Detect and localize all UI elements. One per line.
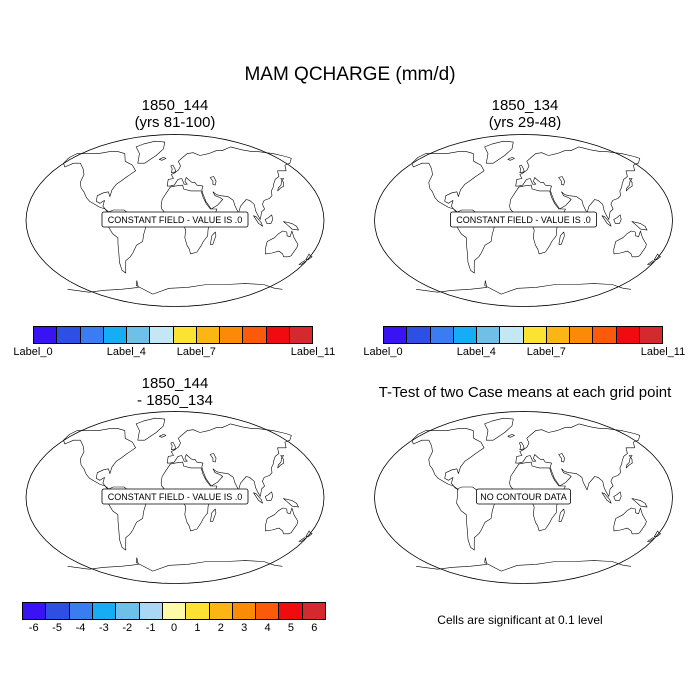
colorbar-swatch	[384, 327, 408, 343]
colorbar-swatch	[186, 603, 210, 619]
colorbar-swatch	[570, 327, 594, 343]
colorbar-swatch	[546, 327, 570, 343]
colorbar-tick-label: Label_4	[106, 346, 146, 358]
colorbar-tick-label: Label_7	[176, 346, 216, 358]
panel-3-title-line1: 1850_144	[141, 375, 209, 392]
map-panel-2: CONSTANT FIELD - VALUE IS .0	[374, 134, 673, 307]
colorbar-tick-label: -5	[52, 622, 62, 634]
colorbar-tick-label: Label_11	[290, 346, 336, 358]
panel-2-title: 1850_134 (yrs 29-48)	[375, 97, 675, 131]
colorbar-swatch	[302, 603, 326, 619]
colorbar-swatch	[453, 327, 477, 343]
panel-3-title-line2: - 1850_134	[137, 392, 213, 409]
colorbar-tick-label: Label_4	[456, 346, 496, 358]
colorbar-tick-label: -3	[98, 622, 109, 634]
colorbar-panel-1	[33, 326, 313, 344]
constant-field-box	[450, 211, 597, 228]
panel-1-title-line2: (yrs 81-100)	[134, 114, 216, 131]
map-panel-1: CONSTANT FIELD - VALUE IS .0	[25, 134, 325, 307]
coastlines	[411, 140, 661, 295]
colorbar-swatch	[162, 603, 187, 619]
colorbar-swatch	[266, 327, 290, 343]
colorbar-panel-2	[383, 326, 663, 344]
colorbar-swatch	[127, 327, 151, 343]
colorbar-swatch	[209, 603, 233, 619]
colorbar-tick-label: 1	[194, 622, 201, 634]
colorbar-tick-label: Label_7	[526, 346, 566, 358]
colorbar-tick-label: Label_0	[363, 346, 403, 358]
panel-1-title: 1850_144 (yrs 81-100)	[25, 97, 325, 131]
panel-3-title: 1850_144 - 1850_134	[25, 375, 325, 409]
coastlines	[63, 417, 313, 572]
colorbar-tick-label: -2	[122, 622, 133, 634]
constant-field-box	[101, 488, 249, 505]
figure-title: MAM QCHARGE (mm/d)	[244, 64, 456, 85]
colorbar-swatch	[196, 327, 220, 343]
colorbar-swatch	[639, 327, 662, 343]
colorbar-tick-label: Label_11	[640, 346, 686, 358]
colorbar-swatch	[34, 327, 58, 343]
colorbar-swatch	[430, 327, 454, 343]
colorbar-swatch	[103, 327, 127, 343]
map-panel-3: CONSTANT FIELD - VALUE IS .0	[25, 411, 325, 584]
panel-1-title-line1: 1850_144	[141, 97, 209, 114]
colorbar-swatch	[116, 603, 140, 619]
colorbar-swatch	[500, 327, 524, 343]
colorbar-tick-label: -1	[145, 622, 156, 634]
colorbar-swatch	[173, 327, 197, 343]
significance-note: Cells are significant at 0.1 level	[437, 613, 603, 627]
colorbar-swatch	[232, 603, 257, 619]
colorbar-swatch	[220, 327, 244, 343]
colorbar-tick-label: Label_0	[13, 346, 53, 358]
colorbar-swatch	[92, 603, 117, 619]
constant-field-label: CONSTANT FIELD - VALUE IS .0	[108, 492, 243, 502]
no-contour-label: NO CONTOUR DATA	[480, 492, 567, 502]
colorbar-swatch	[289, 327, 312, 343]
colorbar-tick-label: 0	[170, 622, 178, 634]
panel-4-title-line1: T-Test of two Case means at each grid po…	[378, 384, 672, 401]
map-panel-4: NO CONTOUR DATA	[374, 411, 673, 584]
panel-2-title-line1: 1850_134	[491, 97, 559, 114]
coastlines	[63, 140, 313, 295]
colorbar-swatch	[69, 603, 93, 619]
colorbar-swatch	[46, 603, 70, 619]
no-contour-box	[476, 488, 571, 505]
colorbar-swatch	[523, 327, 547, 343]
colorbar-swatch	[407, 327, 431, 343]
colorbar-tick-label: 4	[264, 622, 271, 634]
colorbar-tick-label: 3	[241, 622, 248, 634]
colorbar-swatch	[243, 327, 267, 343]
colorbar-tick-label: 5	[287, 622, 294, 634]
panel-4-title: T-Test of two Case means at each grid po…	[350, 384, 700, 401]
colorbar-swatch	[57, 327, 81, 343]
colorbar-tick-label: -6	[28, 622, 39, 634]
colorbar-swatch	[616, 327, 640, 343]
colorbar-swatch	[150, 327, 174, 343]
constant-field-label: CONSTANT FIELD - VALUE IS .0	[108, 215, 243, 225]
colorbar-swatch	[593, 327, 617, 343]
colorbar-tick-label: 2	[217, 622, 224, 634]
colorbar-tick-label: 6	[311, 622, 318, 634]
colorbar-tick-label: -4	[75, 622, 86, 634]
colorbar-swatch	[477, 327, 501, 343]
colorbar-swatch	[80, 327, 104, 343]
colorbar-difference	[22, 602, 326, 620]
coastlines	[411, 417, 661, 572]
colorbar-swatch	[256, 603, 280, 619]
colorbar-swatch	[23, 603, 47, 619]
constant-field-label: CONSTANT FIELD - VALUE IS .0	[456, 215, 591, 225]
colorbar-swatch	[279, 603, 303, 619]
colorbar-swatch	[139, 603, 163, 619]
constant-field-box	[101, 211, 249, 228]
panel-2-title-line2: (yrs 29-48)	[488, 114, 562, 131]
